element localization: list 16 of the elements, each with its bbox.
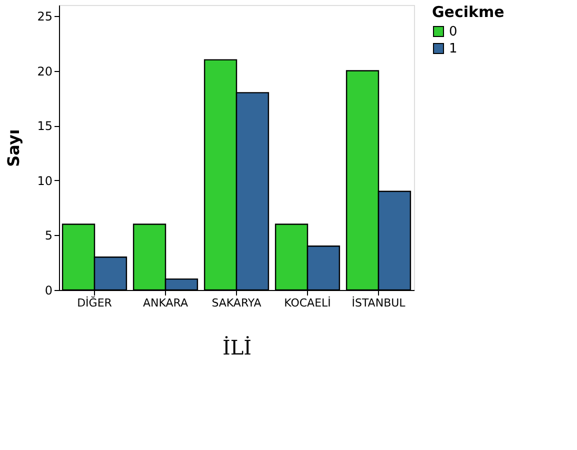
x-tick-label: İSTANBUL <box>352 296 406 310</box>
x-axis-title: İLİ <box>222 336 252 360</box>
x-tick-label: KOCAELİ <box>284 296 331 310</box>
y-tick-label: 10 <box>37 174 52 188</box>
legend-label: 1 <box>449 42 458 56</box>
y-tick-label: 5 <box>44 228 52 243</box>
x-tick-label: SAKARYA <box>212 296 262 310</box>
y-axis-title: Sayı <box>4 129 24 167</box>
y-tick-label: 15 <box>37 119 52 134</box>
x-tick-label: DİĞER <box>77 296 112 310</box>
legend-label: 0 <box>449 24 458 40</box>
y-tick-label: 0 <box>44 284 52 298</box>
x-tick-label: ANKARA <box>142 296 188 310</box>
legend-title: Gecikme <box>432 3 504 21</box>
y-tick-label: 25 <box>37 9 52 24</box>
y-tick-label: 20 <box>37 64 52 78</box>
